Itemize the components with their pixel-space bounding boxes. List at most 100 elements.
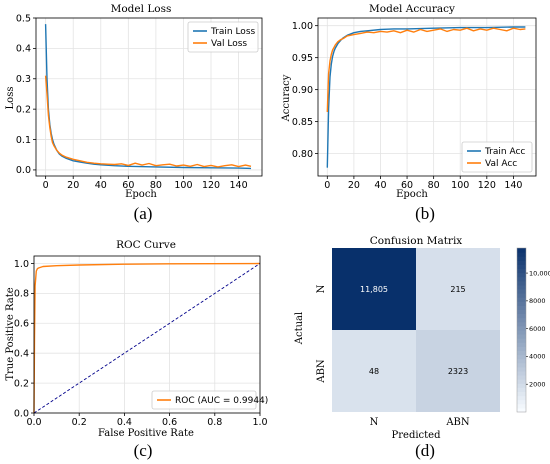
confusion-matrix-title: Confusion Matrix — [370, 235, 463, 247]
roc-legend-box — [151, 390, 257, 410]
colorbar-step — [517, 342, 526, 347]
roc-x-axis-label: False Positive Rate — [98, 428, 194, 439]
loss-chart-title: Model Loss — [111, 3, 172, 15]
accuracy-x-tick-label: 120 — [478, 180, 496, 191]
accuracy-chart-title: Model Accuracy — [369, 3, 455, 15]
colorbar-step — [517, 268, 526, 274]
colorbar-step — [517, 317, 526, 323]
roc-legend: ROC (AUC = 0.9944) — [151, 390, 268, 410]
colorbar-step — [517, 284, 526, 290]
roc-legend-label-1: ROC (AUC = 0.9944) — [175, 396, 268, 406]
accuracy-legend-label-1: Train Acc — [484, 147, 525, 157]
roc-series-line-1 — [33, 262, 261, 414]
confusion-col-label-1: N — [370, 417, 379, 428]
colorbar-step — [517, 309, 526, 315]
roc-x-tick-label: 0.8 — [207, 417, 222, 428]
colorbar-tick-label: 10,000 — [529, 269, 550, 277]
accuracy-plot-frame — [317, 17, 537, 177]
accuracy-chart-panel: Model Accuracy Epoch Accuracy (b) — [281, 3, 455, 223]
confusion-row-label-1: N — [316, 284, 327, 293]
loss-plot: 0 20 40 60 80 100 120 140 0.0 0.1 0.2 0.3 0.4 0.5 Trai… — [16, 13, 263, 191]
accuracy-x-tick-label: 40 — [374, 180, 386, 191]
colorbar-step — [517, 313, 526, 319]
loss-legend-label-2: Val Loss — [211, 39, 247, 49]
accuracy-y-tick-label: 0.95 — [292, 53, 313, 64]
roc-x-tick-label: 0.6 — [162, 417, 177, 428]
roc-chart-title: ROC Curve — [116, 239, 176, 251]
colorbar-step — [517, 383, 526, 388]
confusion-row-label-2: ABN — [316, 359, 327, 384]
loss-y-tick-label: 0.4 — [16, 44, 31, 55]
loss-x-tick-label: 40 — [95, 180, 107, 191]
colorbar-step — [517, 289, 526, 294]
accuracy-legend-box — [461, 141, 533, 173]
confusion-col-label-2: ABN — [445, 417, 470, 428]
accuracy-series-line-2 — [326, 27, 526, 113]
loss-chart-panel: Model Loss Epoch Loss (a) — [5, 3, 171, 223]
colorbar-step — [517, 375, 526, 380]
colorbar-step — [517, 395, 526, 401]
colorbar-step — [517, 321, 526, 327]
loss-x-tick-label: 80 — [150, 180, 162, 191]
confusion-matrix-panel: Confusion Matrix Predicted Actual (d) — [294, 235, 462, 460]
loss-x-tick-label: 60 — [122, 180, 134, 191]
loss-legend-label-1: Train Loss — [210, 27, 256, 37]
roc-x-tick-label: 0.4 — [117, 417, 132, 428]
confusion-cell-value-r1-c0: 48 — [369, 367, 379, 376]
roc-y-tick-label: 1.0 — [14, 259, 29, 270]
confusion-cell-value-r0-c1: 215 — [450, 285, 465, 294]
loss-legend: Train Loss Val Loss — [187, 21, 259, 53]
roc-y-axis-label: True Positive Rate — [5, 287, 16, 380]
colorbar-step — [517, 248, 526, 253]
accuracy-y-tick-label: 0.80 — [292, 149, 313, 160]
accuracy-y-tick-label: 0.90 — [292, 85, 313, 96]
loss-x-tick-label: 100 — [174, 180, 192, 191]
colorbar-step — [517, 403, 526, 409]
colorbar-step — [517, 358, 526, 364]
colorbar-step — [517, 391, 526, 397]
roc-plot-frame — [33, 255, 261, 414]
colorbar-step — [517, 379, 526, 384]
roc-x-tick-label: 0.2 — [72, 417, 87, 428]
colorbar-step — [517, 407, 526, 413]
colorbar-step — [517, 371, 526, 376]
confusion-cell-r1-c1 — [416, 330, 500, 412]
roc-y-tick-label: 0.4 — [14, 348, 29, 359]
roc-y-tick-label: 0.2 — [14, 378, 29, 389]
colorbar-tick-label: 6000 — [529, 325, 546, 333]
colorbar-tick-label: 4000 — [529, 353, 546, 361]
loss-x-axis-label: Epoch — [125, 189, 157, 200]
colorbar-step — [517, 362, 526, 368]
colorbar-tick-label: 8000 — [529, 297, 546, 305]
confusion-cell-r1-c0 — [332, 330, 416, 412]
accuracy-legend-label-2: Val Acc — [485, 159, 517, 169]
colorbar-step — [517, 276, 526, 282]
accuracy-x-axis-label: Epoch — [396, 189, 428, 200]
loss-x-tick-label: 120 — [202, 180, 220, 191]
loss-y-tick-label: 0.1 — [16, 135, 31, 146]
colorbar-step — [517, 399, 526, 405]
accuracy-y-tick-label: 1.00 — [292, 21, 313, 32]
loss-x-tick-label: 20 — [67, 180, 79, 191]
loss-series-line-2 — [44, 75, 252, 168]
colorbar-step — [517, 346, 526, 351]
panel-label-c: (c) — [134, 441, 153, 460]
accuracy-y-tick-label: 0.85 — [292, 117, 313, 128]
loss-y-tick-label: 0.5 — [16, 13, 31, 24]
accuracy-y-axis-label: Accuracy — [281, 74, 292, 122]
loss-y-axis-label: Loss — [5, 87, 16, 110]
confusion-y-axis-label: Actual — [294, 312, 305, 345]
roc-plot: 0.0 0.2 0.4 0.6 0.8 1.0 0.0 0.2 0.4 0.6 0.8 1.0 ROC … — [14, 255, 268, 428]
confusion-matrix-grid: 11,805 215 48 2323 N ABN N ABN — [316, 248, 500, 428]
colorbar-step — [517, 330, 526, 335]
loss-y-tick-label: 0.0 — [16, 165, 31, 176]
confusion-cell-value-r0-c0: 11,805 — [360, 285, 388, 294]
colorbar-step — [517, 338, 526, 343]
confusion-colorbar: 2000 4000 6000 8000 10,000 — [516, 247, 550, 413]
colorbar-step — [517, 297, 526, 302]
accuracy-series-line-1 — [326, 26, 526, 168]
confusion-cell-r0-c1 — [416, 248, 500, 330]
colorbar-step — [517, 260, 526, 265]
colorbar-step — [517, 350, 526, 356]
